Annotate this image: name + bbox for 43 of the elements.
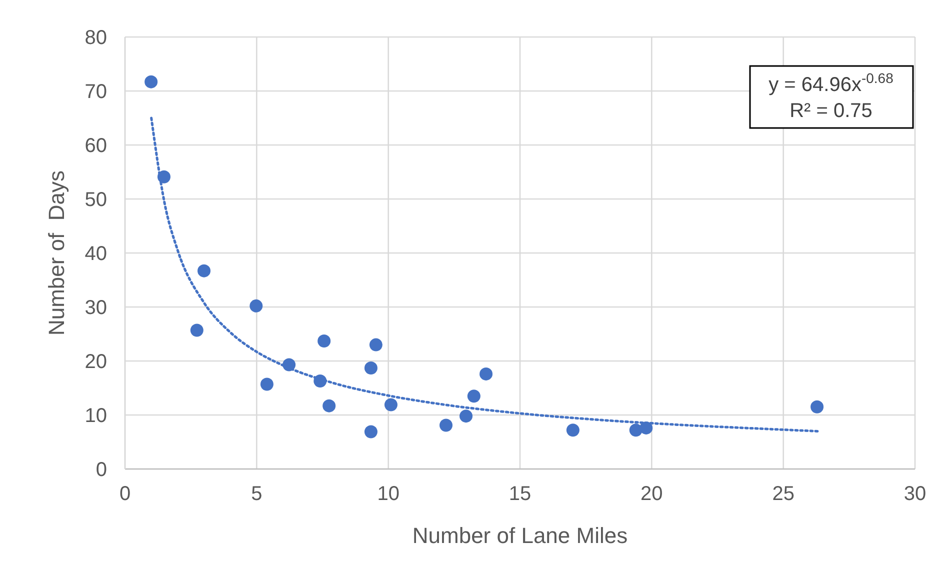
point <box>566 424 580 437</box>
point <box>260 378 274 391</box>
point <box>467 390 480 403</box>
point <box>384 398 398 412</box>
point <box>190 324 204 337</box>
x-tick-label: 0 <box>119 483 131 505</box>
x-tick-label: 25 <box>772 483 794 505</box>
y-tick-label: 40 <box>84 243 107 265</box>
point <box>440 418 453 432</box>
y-tick-label: 0 <box>96 459 107 481</box>
line-series <box>150 116 819 432</box>
y-tick-label: 20 <box>84 351 107 373</box>
y-tick-label: 80 <box>84 27 107 49</box>
point <box>810 400 824 414</box>
point <box>640 421 653 434</box>
x-tick-label: 5 <box>251 483 262 505</box>
y-tick-label: 50 <box>84 189 107 211</box>
point <box>318 334 331 348</box>
x-tick-label: 20 <box>640 483 663 505</box>
point <box>364 362 378 375</box>
annotation: R² = 0.75 <box>790 100 872 122</box>
point <box>369 338 382 352</box>
point <box>460 410 473 423</box>
y-tick-label: 30 <box>84 297 107 319</box>
annotation: y = 64.96x$^{-0.68}$ <box>768 70 894 96</box>
point <box>157 170 170 184</box>
x-tick-label: 10 <box>377 483 400 505</box>
x-axis-title: Number of Lane Miles <box>412 523 628 548</box>
point <box>250 299 263 312</box>
y-tick-label: 60 <box>84 135 107 157</box>
point <box>480 367 493 380</box>
x-tick-label: 15 <box>508 483 532 505</box>
point <box>364 425 378 438</box>
y-axis-title: Number of Days <box>44 170 69 336</box>
point <box>198 264 210 278</box>
point <box>322 399 336 412</box>
y-tick-label: 10 <box>84 405 107 427</box>
y-tick-label: 70 <box>84 81 107 103</box>
point <box>282 358 296 372</box>
equation-box: y = 64.96x$^{-0.68}$ R² = 0.75 <box>749 65 914 129</box>
point <box>314 374 327 388</box>
x-tick-label: 30 <box>904 483 926 505</box>
point <box>144 75 158 88</box>
